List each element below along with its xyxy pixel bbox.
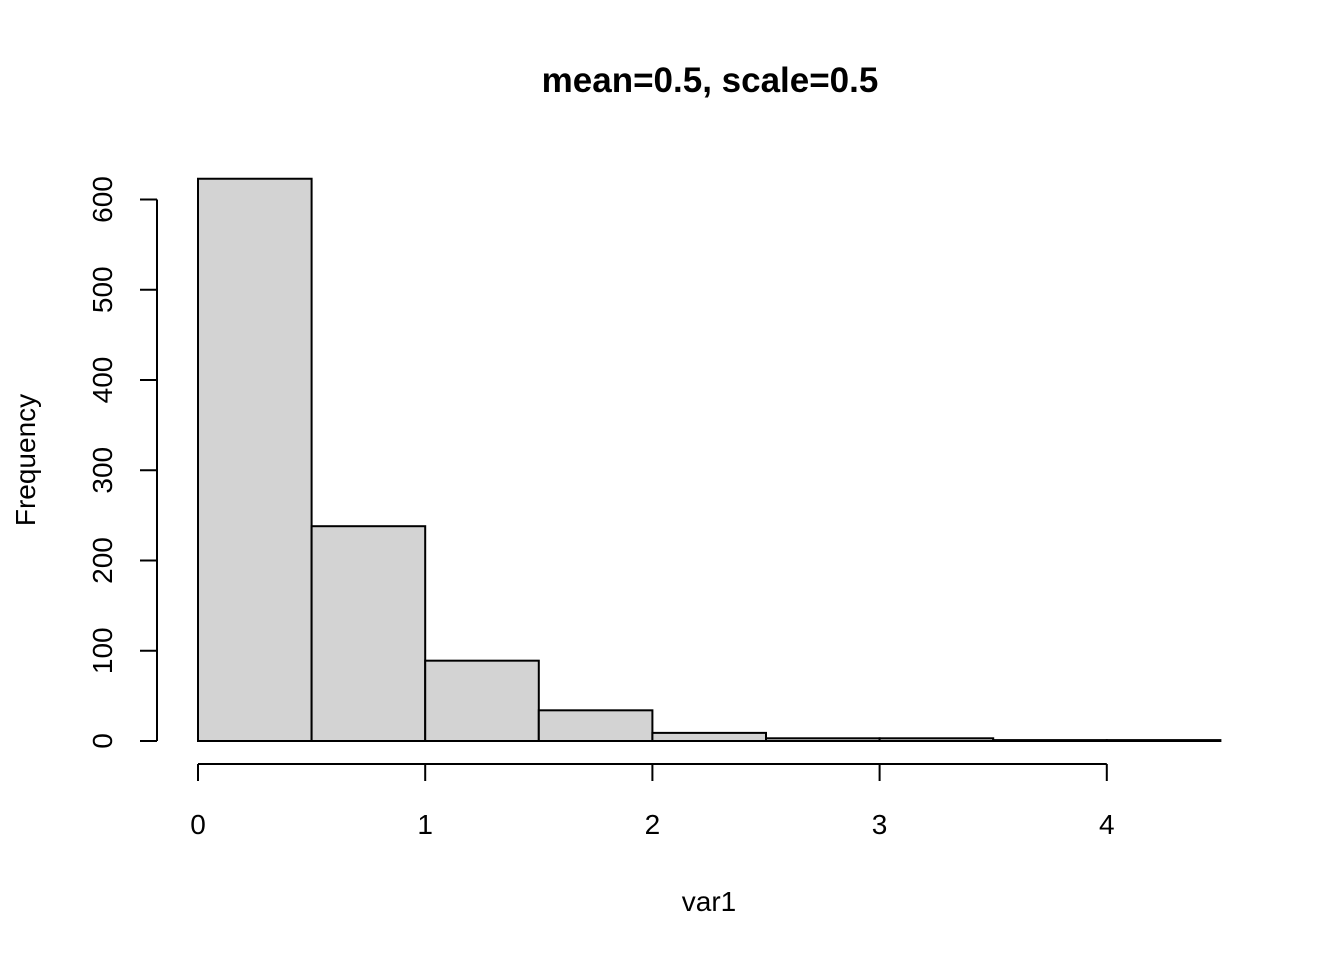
histogram-bar-1: [310, 525, 427, 743]
chart-title: mean=0.5, scale=0.5: [542, 61, 879, 100]
y-tick-label: 400: [87, 357, 118, 404]
histogram-bar-2: [424, 659, 540, 742]
x-tick-label: 1: [417, 809, 433, 840]
x-tick-label: 2: [645, 809, 661, 840]
histogram-bar-5: [765, 737, 881, 742]
x-axis: 0 1 2 3 4: [190, 763, 1115, 840]
histogram-bar-8: [1105, 739, 1222, 742]
y-tick-label: 0: [87, 733, 118, 749]
x-tick-label: 0: [190, 809, 206, 840]
y-tick-label: 100: [87, 627, 118, 674]
bars-group: [197, 177, 1222, 743]
y-tick-label: 200: [87, 537, 118, 584]
histogram-bar-7: [992, 739, 1108, 742]
x-tick-label: 4: [1099, 809, 1115, 840]
histogram-bar-6: [878, 737, 995, 742]
histogram-bar-0: [197, 177, 313, 742]
histogram-bar-3: [537, 709, 654, 743]
x-axis-label: var1: [682, 886, 736, 917]
x-tick-label: 3: [872, 809, 888, 840]
y-tick-label: 300: [87, 447, 118, 494]
y-tick-label: 500: [87, 266, 118, 313]
y-axis-label: Frequency: [10, 394, 41, 526]
y-tick-label: 600: [87, 176, 118, 223]
histogram-bar-4: [651, 731, 768, 743]
y-axis: 0 100 200 300 400 500 600: [87, 176, 158, 749]
